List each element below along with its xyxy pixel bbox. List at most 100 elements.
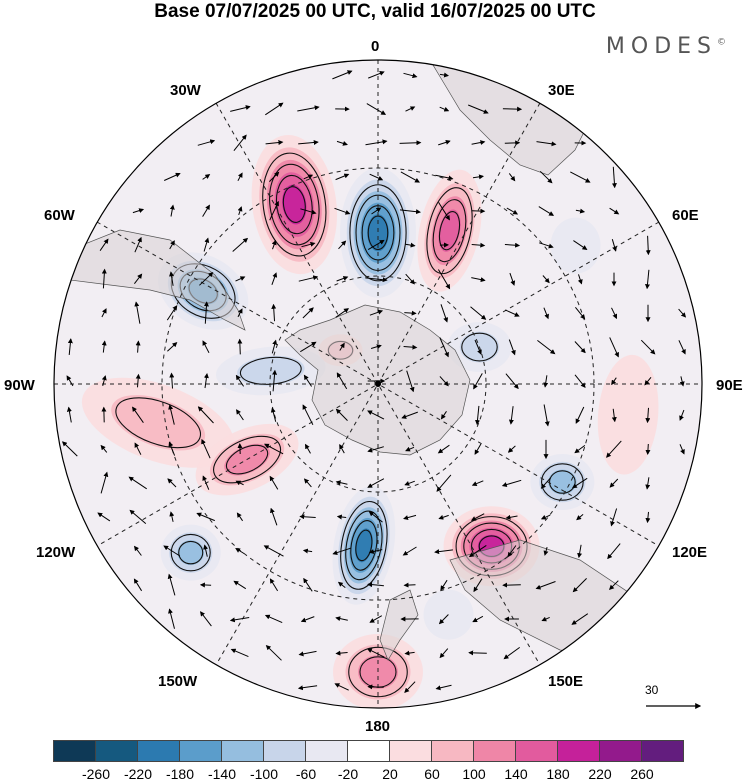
wind-arrow	[197, 406, 214, 424]
wind-arrow	[439, 376, 449, 387]
wind-arrow	[436, 474, 452, 492]
colorbar-segment	[137, 740, 180, 762]
streamline-contour	[349, 184, 407, 282]
wind-arrow	[403, 344, 418, 350]
wind-arrow	[440, 579, 448, 591]
wind-arrow	[574, 374, 586, 388]
wind-arrow	[269, 578, 279, 592]
streamline-contour	[170, 533, 211, 572]
wind-arrow	[540, 477, 551, 489]
wind-arrow	[298, 139, 319, 145]
wind-arrow	[535, 581, 556, 590]
wind-arrow	[503, 646, 520, 660]
wind-arrow	[203, 544, 209, 557]
wind-arrow	[645, 511, 651, 524]
wind-arrow	[335, 308, 350, 318]
streamline-contour	[367, 215, 389, 251]
anomaly-contour	[282, 184, 307, 225]
wind-arrow	[167, 573, 176, 596]
wind-arrow	[368, 511, 383, 523]
streamline-contour	[340, 500, 388, 590]
wind-arrow	[403, 582, 416, 588]
wind-arrow	[134, 273, 143, 285]
anomaly-south-indian-low	[530, 454, 595, 511]
wind-arrow	[336, 140, 348, 146]
wind-arrow	[440, 304, 449, 323]
wind-arrow	[61, 441, 78, 457]
colorbar-segment	[641, 740, 684, 762]
wind-arrow	[575, 306, 586, 320]
colorbar-tick-label: 220	[588, 766, 612, 782]
wind-arrow	[574, 444, 586, 454]
wind-arrow	[468, 104, 489, 114]
wind-arrow	[202, 340, 210, 354]
wind-arrow	[367, 582, 384, 588]
wind-arrow	[128, 476, 147, 490]
wind-arrow	[611, 377, 617, 386]
colorbar-tick-label: -100	[249, 766, 279, 782]
wind-arrow	[474, 339, 482, 355]
wind-arrow	[402, 546, 417, 556]
colorbar-segment	[473, 740, 516, 762]
wind-arrow	[438, 202, 450, 221]
wind-arrow	[472, 174, 484, 180]
wind-arrow	[439, 337, 449, 358]
streamline-contour	[438, 211, 461, 251]
wind-arrow	[645, 269, 650, 290]
wind-arrow	[507, 545, 517, 558]
wind-arrow	[101, 375, 107, 387]
colorbar-tick-label: 60	[424, 766, 440, 782]
wind-arrow	[611, 307, 618, 320]
wind-arrow	[336, 276, 349, 282]
wind-arrow	[504, 242, 521, 248]
label-lon-90e: 90E	[716, 377, 743, 394]
wind-arrow	[133, 545, 142, 556]
wind-arrow	[297, 685, 318, 691]
label-lon-30w: 30W	[170, 82, 201, 99]
colorbar-tick-label: -260	[81, 766, 111, 782]
anomaly-ross-low	[332, 486, 396, 605]
wind-arrow	[504, 140, 521, 146]
wind-arrow	[571, 613, 589, 625]
colorbar-segment	[515, 740, 558, 762]
wind-arrow	[300, 616, 315, 623]
wind-arrow	[167, 478, 177, 488]
anomaly-contour	[548, 469, 577, 495]
wind-arrow	[168, 404, 175, 425]
wind-arrow	[575, 208, 586, 214]
wind-arrow	[609, 337, 619, 358]
wind-arrow	[230, 648, 249, 658]
wind-arrow	[439, 106, 450, 112]
wind-arrow	[264, 443, 284, 455]
wind-arrow	[437, 444, 450, 454]
wind-arrow	[542, 275, 550, 284]
streamline-contour	[225, 444, 269, 475]
wind-arrow	[505, 514, 518, 520]
wind-arrow	[609, 478, 619, 488]
streamline-contour	[350, 520, 378, 571]
wind-arrow	[101, 308, 107, 318]
colorbar-tick-label: -180	[165, 766, 195, 782]
wind-arrow	[270, 507, 278, 526]
wind-arrow	[299, 514, 316, 520]
colorbar-tick-label: -140	[207, 766, 237, 782]
wind-arrow	[508, 339, 516, 356]
wind-arrow	[403, 514, 417, 520]
wind-arrow	[302, 307, 314, 319]
wind-arrow	[336, 514, 347, 520]
wind-arrow	[575, 406, 585, 424]
wind-arrow	[302, 404, 314, 426]
wind-arrow	[334, 207, 351, 215]
wind-arrow	[539, 242, 554, 249]
anomaly-africa-high	[417, 169, 482, 292]
wind-arrow	[367, 410, 385, 420]
wind-arrow	[610, 508, 618, 527]
label-lon-90w: 90W	[4, 377, 35, 394]
wind-arrow	[405, 273, 415, 285]
wind-arrow	[303, 478, 312, 488]
wind-arrow	[679, 376, 685, 387]
wind-arrow	[97, 512, 111, 522]
wind-arrow	[269, 200, 279, 221]
wind-arrow	[365, 139, 388, 146]
